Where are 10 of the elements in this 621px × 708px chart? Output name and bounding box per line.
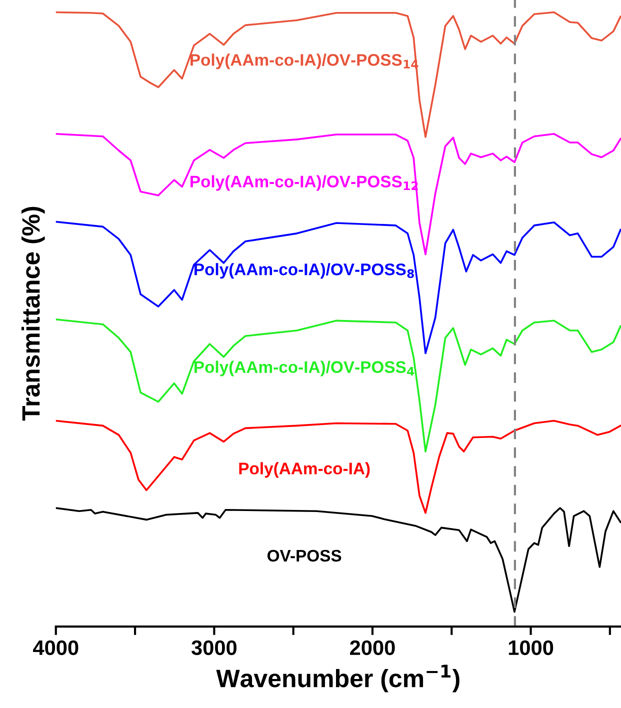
x-tick-label: 3000 — [191, 640, 237, 656]
x-tick-label: 4000 — [33, 640, 78, 656]
text: OV-POSS — [268, 550, 342, 562]
x-axis-title: Wavenumber (cm$^{−1}$) — [216, 664, 460, 692]
series-label: Poly(AAm-co-IA)/OV-POSS$_{4}$ — [194, 360, 414, 376]
x-tick-label: 2000 — [350, 640, 395, 656]
x-tick-label: 1000 — [508, 640, 554, 656]
series-label: Poly(AAm-co-IA) — [239, 462, 370, 478]
series-label: Poly(AAm-co-IA)/OV-POSS$_{8}$ — [194, 263, 414, 279]
y-axis-title: Transmittance (%) — [21, 206, 45, 421]
